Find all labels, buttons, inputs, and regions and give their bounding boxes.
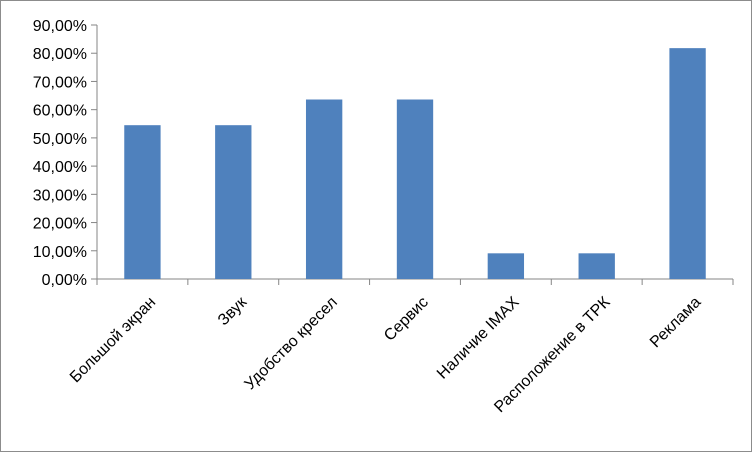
bar xyxy=(578,253,615,279)
x-tick-label: Сервис xyxy=(381,294,432,345)
bar xyxy=(305,99,343,279)
y-tick-label: 10,00% xyxy=(33,244,87,261)
y-tick-label: 50,00% xyxy=(33,131,87,148)
x-tick-label: Удобство кресел xyxy=(242,294,341,393)
y-tick-label: 40,00% xyxy=(33,159,87,176)
x-tick-label: Наличие IMAX xyxy=(434,294,523,383)
bars xyxy=(124,48,706,279)
bar xyxy=(396,99,434,279)
y-tick-label: 70,00% xyxy=(33,74,87,91)
x-tick-label: Большой экран xyxy=(67,294,159,386)
bar xyxy=(669,48,706,279)
y-tick-label: 30,00% xyxy=(33,187,87,204)
bar xyxy=(124,125,161,279)
bar xyxy=(215,125,252,279)
y-tick-label: 80,00% xyxy=(33,46,87,63)
bar xyxy=(487,253,525,279)
x-tick-label: Звук xyxy=(215,293,251,329)
y-tick-label: 90,00% xyxy=(33,18,87,35)
y-axis xyxy=(91,24,98,280)
y-tick-labels: 0,00% 10,00% 20,00% 30,00% 40,00% 50,00% 60,00… xyxy=(33,18,87,289)
x-axis xyxy=(96,278,734,285)
y-tick-label: 0,00% xyxy=(42,272,87,289)
y-tick-label: 20,00% xyxy=(33,216,87,233)
y-tick-label: 60,00% xyxy=(33,103,87,120)
x-tick-label: Реклама xyxy=(647,294,704,351)
